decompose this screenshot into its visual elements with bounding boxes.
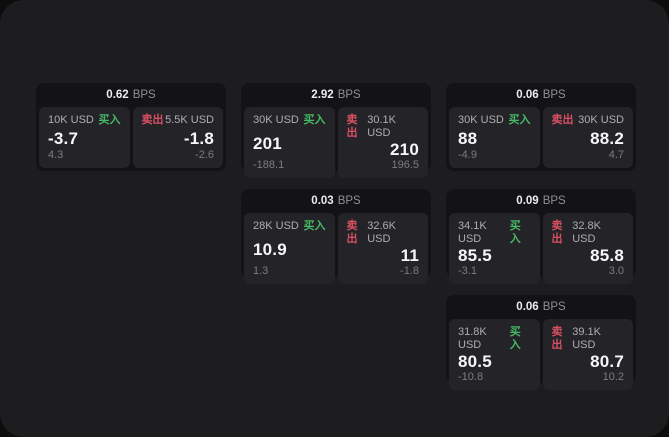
- buy-panel[interactable]: 30K USD 买入 201 -188.1: [244, 107, 335, 178]
- sell-panel[interactable]: 卖出 5.5K USD -1.8 -2.6: [132, 107, 223, 168]
- buy-change: -4.9: [458, 149, 477, 161]
- bps-value: 0.09: [516, 195, 539, 207]
- bps-unit-label: BPS: [337, 195, 361, 207]
- sell-panel[interactable]: 卖出 32.8K USD 85.8 3.0: [542, 213, 633, 284]
- sell-side-label: 卖出: [551, 220, 563, 245]
- sell-amount: 30.1K USD: [367, 114, 396, 139]
- buy-price: 88: [458, 128, 478, 148]
- bps-value: 2.92: [311, 89, 334, 101]
- buy-price: 201: [253, 133, 282, 153]
- card-body: 10K USD 买入 -3.7 4.3 卖出 5.5K USD -1.8 -2.…: [36, 107, 226, 171]
- buy-change: -3.1: [458, 265, 477, 277]
- bps-unit-label: BPS: [542, 301, 566, 313]
- buy-price: -3.7: [48, 128, 79, 148]
- sell-amount: 30K USD: [578, 114, 624, 126]
- card-body: 30K USD 买入 201 -188.1 卖出 30.1K USD 210 1…: [241, 107, 431, 181]
- bps-unit-label: BPS: [337, 89, 361, 101]
- sell-amount: 39.1K USD: [572, 326, 601, 351]
- sell-side-label: 卖出: [346, 114, 358, 139]
- sell-change: 4.7: [608, 149, 624, 161]
- buy-amount: 34.1K USD: [458, 220, 487, 245]
- sell-price: 11: [400, 246, 419, 265]
- buy-panel[interactable]: 34.1K USD 买入 85.5 -3.1: [449, 213, 540, 284]
- card-body: 31.8K USD 买入 80.5 -10.8 卖出 39.1K USD 80.…: [446, 319, 636, 393]
- sell-amount: 5.5K USD: [165, 114, 214, 126]
- sell-change: -1.8: [400, 265, 419, 277]
- quote-card-5: 0.09 BPS 34.1K USD 买入 85.5 -3.1 卖出 32.8K…: [446, 189, 636, 284]
- card-body: 30K USD 买入 88 -4.9 卖出 30K USD 88.2 4.7: [446, 107, 636, 171]
- quote-card-6: 0.06 BPS 31.8K USD 买入 80.5 -10.8 卖出 39.1…: [446, 295, 636, 390]
- sell-side-label: 卖出: [551, 114, 574, 126]
- quote-card-4: 0.03 BPS 28K USD 买入 10.9 1.3 卖出 32.6K US…: [241, 189, 431, 284]
- sell-price: -1.8: [183, 128, 214, 148]
- buy-panel[interactable]: 30K USD 买入 88 -4.9: [449, 107, 540, 168]
- sell-change: 196.5: [391, 159, 419, 171]
- buy-change: -188.1: [253, 159, 285, 171]
- bps-unit-label: BPS: [542, 89, 566, 101]
- buy-side-label: 买入: [508, 114, 531, 126]
- bps-value: 0.62: [106, 89, 129, 101]
- sell-change: 3.0: [608, 265, 624, 277]
- buy-side-label: 买入: [98, 114, 121, 126]
- sell-price: 88.2: [590, 128, 624, 148]
- buy-amount: 30K USD: [253, 114, 299, 126]
- buy-amount: 31.8K USD: [458, 326, 487, 351]
- card-header: 0.62 BPS: [36, 83, 226, 107]
- buy-panel[interactable]: 31.8K USD 买入 80.5 -10.8: [449, 319, 540, 390]
- buy-side-label: 买入: [303, 220, 326, 232]
- buy-price: 85.5: [458, 246, 492, 265]
- buy-amount: 30K USD: [458, 114, 504, 126]
- sell-panel[interactable]: 卖出 30K USD 88.2 4.7: [542, 107, 633, 168]
- card-header: 0.09 BPS: [446, 189, 636, 213]
- buy-change: -10.8: [458, 371, 484, 383]
- quote-card-3: 0.06 BPS 30K USD 买入 88 -4.9 卖出 30K USD: [446, 83, 636, 171]
- buy-price: 80.5: [458, 352, 492, 371]
- card-body: 34.1K USD 买入 85.5 -3.1 卖出 32.8K USD 85.8…: [446, 213, 636, 287]
- sell-panel[interactable]: 卖出 32.6K USD 11 -1.8: [337, 213, 428, 284]
- sell-price: 210: [390, 140, 419, 159]
- sell-side-label: 卖出: [141, 114, 164, 126]
- buy-side-label: 买入: [303, 114, 326, 126]
- buy-side-label: 买入: [509, 326, 521, 351]
- card-header: 2.92 BPS: [241, 83, 431, 107]
- bps-unit-label: BPS: [132, 89, 156, 101]
- sell-panel[interactable]: 卖出 39.1K USD 80.7 10.2: [542, 319, 633, 390]
- buy-panel[interactable]: 10K USD 买入 -3.7 4.3: [39, 107, 130, 168]
- sell-price: 80.7: [590, 352, 624, 371]
- sell-price: 85.8: [590, 246, 624, 265]
- sell-side-label: 卖出: [346, 220, 358, 245]
- card-header: 0.03 BPS: [241, 189, 431, 213]
- card-body: 28K USD 买入 10.9 1.3 卖出 32.6K USD 11 -1.8: [241, 213, 431, 287]
- card-header: 0.06 BPS: [446, 295, 636, 319]
- buy-change: 1.3: [253, 265, 269, 277]
- buy-panel[interactable]: 28K USD 买入 10.9 1.3: [244, 213, 335, 284]
- sell-change: 10.2: [602, 371, 624, 383]
- sell-amount: 32.6K USD: [367, 220, 396, 245]
- buy-side-label: 买入: [509, 220, 521, 245]
- quote-cards-grid: 0.62 BPS 10K USD 买入 -3.7 4.3 卖出 5.5K USD: [36, 83, 636, 390]
- sell-amount: 32.8K USD: [572, 220, 601, 245]
- card-header: 0.06 BPS: [446, 83, 636, 107]
- quote-card-1: 0.62 BPS 10K USD 买入 -3.7 4.3 卖出 5.5K USD: [36, 83, 226, 171]
- bps-value: 0.03: [311, 195, 334, 207]
- sell-panel[interactable]: 卖出 30.1K USD 210 196.5: [337, 107, 428, 178]
- bps-value: 0.06: [516, 301, 539, 313]
- buy-price: 10.9: [253, 239, 287, 259]
- sell-change: -2.6: [195, 149, 214, 161]
- buy-change: 4.3: [48, 149, 64, 161]
- bps-unit-label: BPS: [542, 195, 566, 207]
- sell-side-label: 卖出: [551, 326, 563, 351]
- buy-amount: 28K USD: [253, 220, 299, 232]
- buy-amount: 10K USD: [48, 114, 94, 126]
- bps-value: 0.06: [516, 89, 539, 101]
- quote-card-2: 2.92 BPS 30K USD 买入 201 -188.1 卖出 30.1K …: [241, 83, 431, 178]
